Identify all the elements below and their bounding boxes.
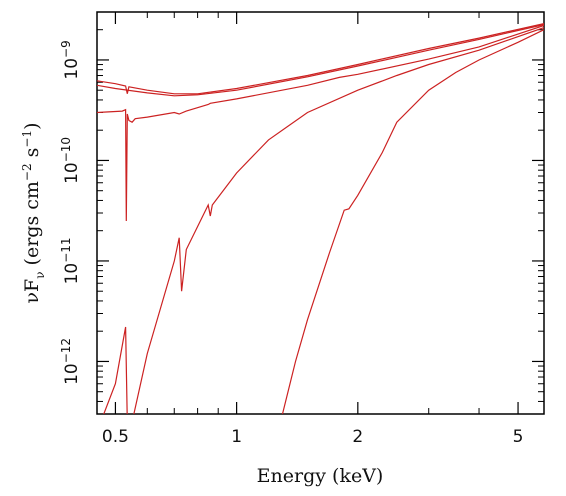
series-line-3: [97, 24, 544, 222]
series-group: [97, 23, 544, 414]
y-tick-label: 10−9: [59, 40, 82, 79]
x-tick-label: 1: [231, 427, 242, 447]
series-line-5: [281, 29, 544, 414]
series-line-4: [103, 27, 544, 414]
y-axis-label: νFν (ergs cm−2 s−1): [20, 122, 47, 303]
y-tick-label: 10−12: [59, 338, 82, 385]
ticks-group: [97, 12, 544, 415]
x-tick-label: 0.5: [102, 427, 129, 447]
x-tick-label: 5: [513, 427, 524, 447]
x-tick-label: 2: [352, 427, 363, 447]
x-axis-label: Energy (keV): [257, 465, 384, 487]
y-tick-label: 10−11: [59, 237, 82, 284]
series-line-2: [97, 24, 544, 97]
labels-group: 0.5 1 2 5 10−12 10−11 10−10 10−9: [59, 40, 523, 447]
series-line-1: [97, 23, 544, 95]
y-tick-label: 10−10: [59, 137, 82, 184]
